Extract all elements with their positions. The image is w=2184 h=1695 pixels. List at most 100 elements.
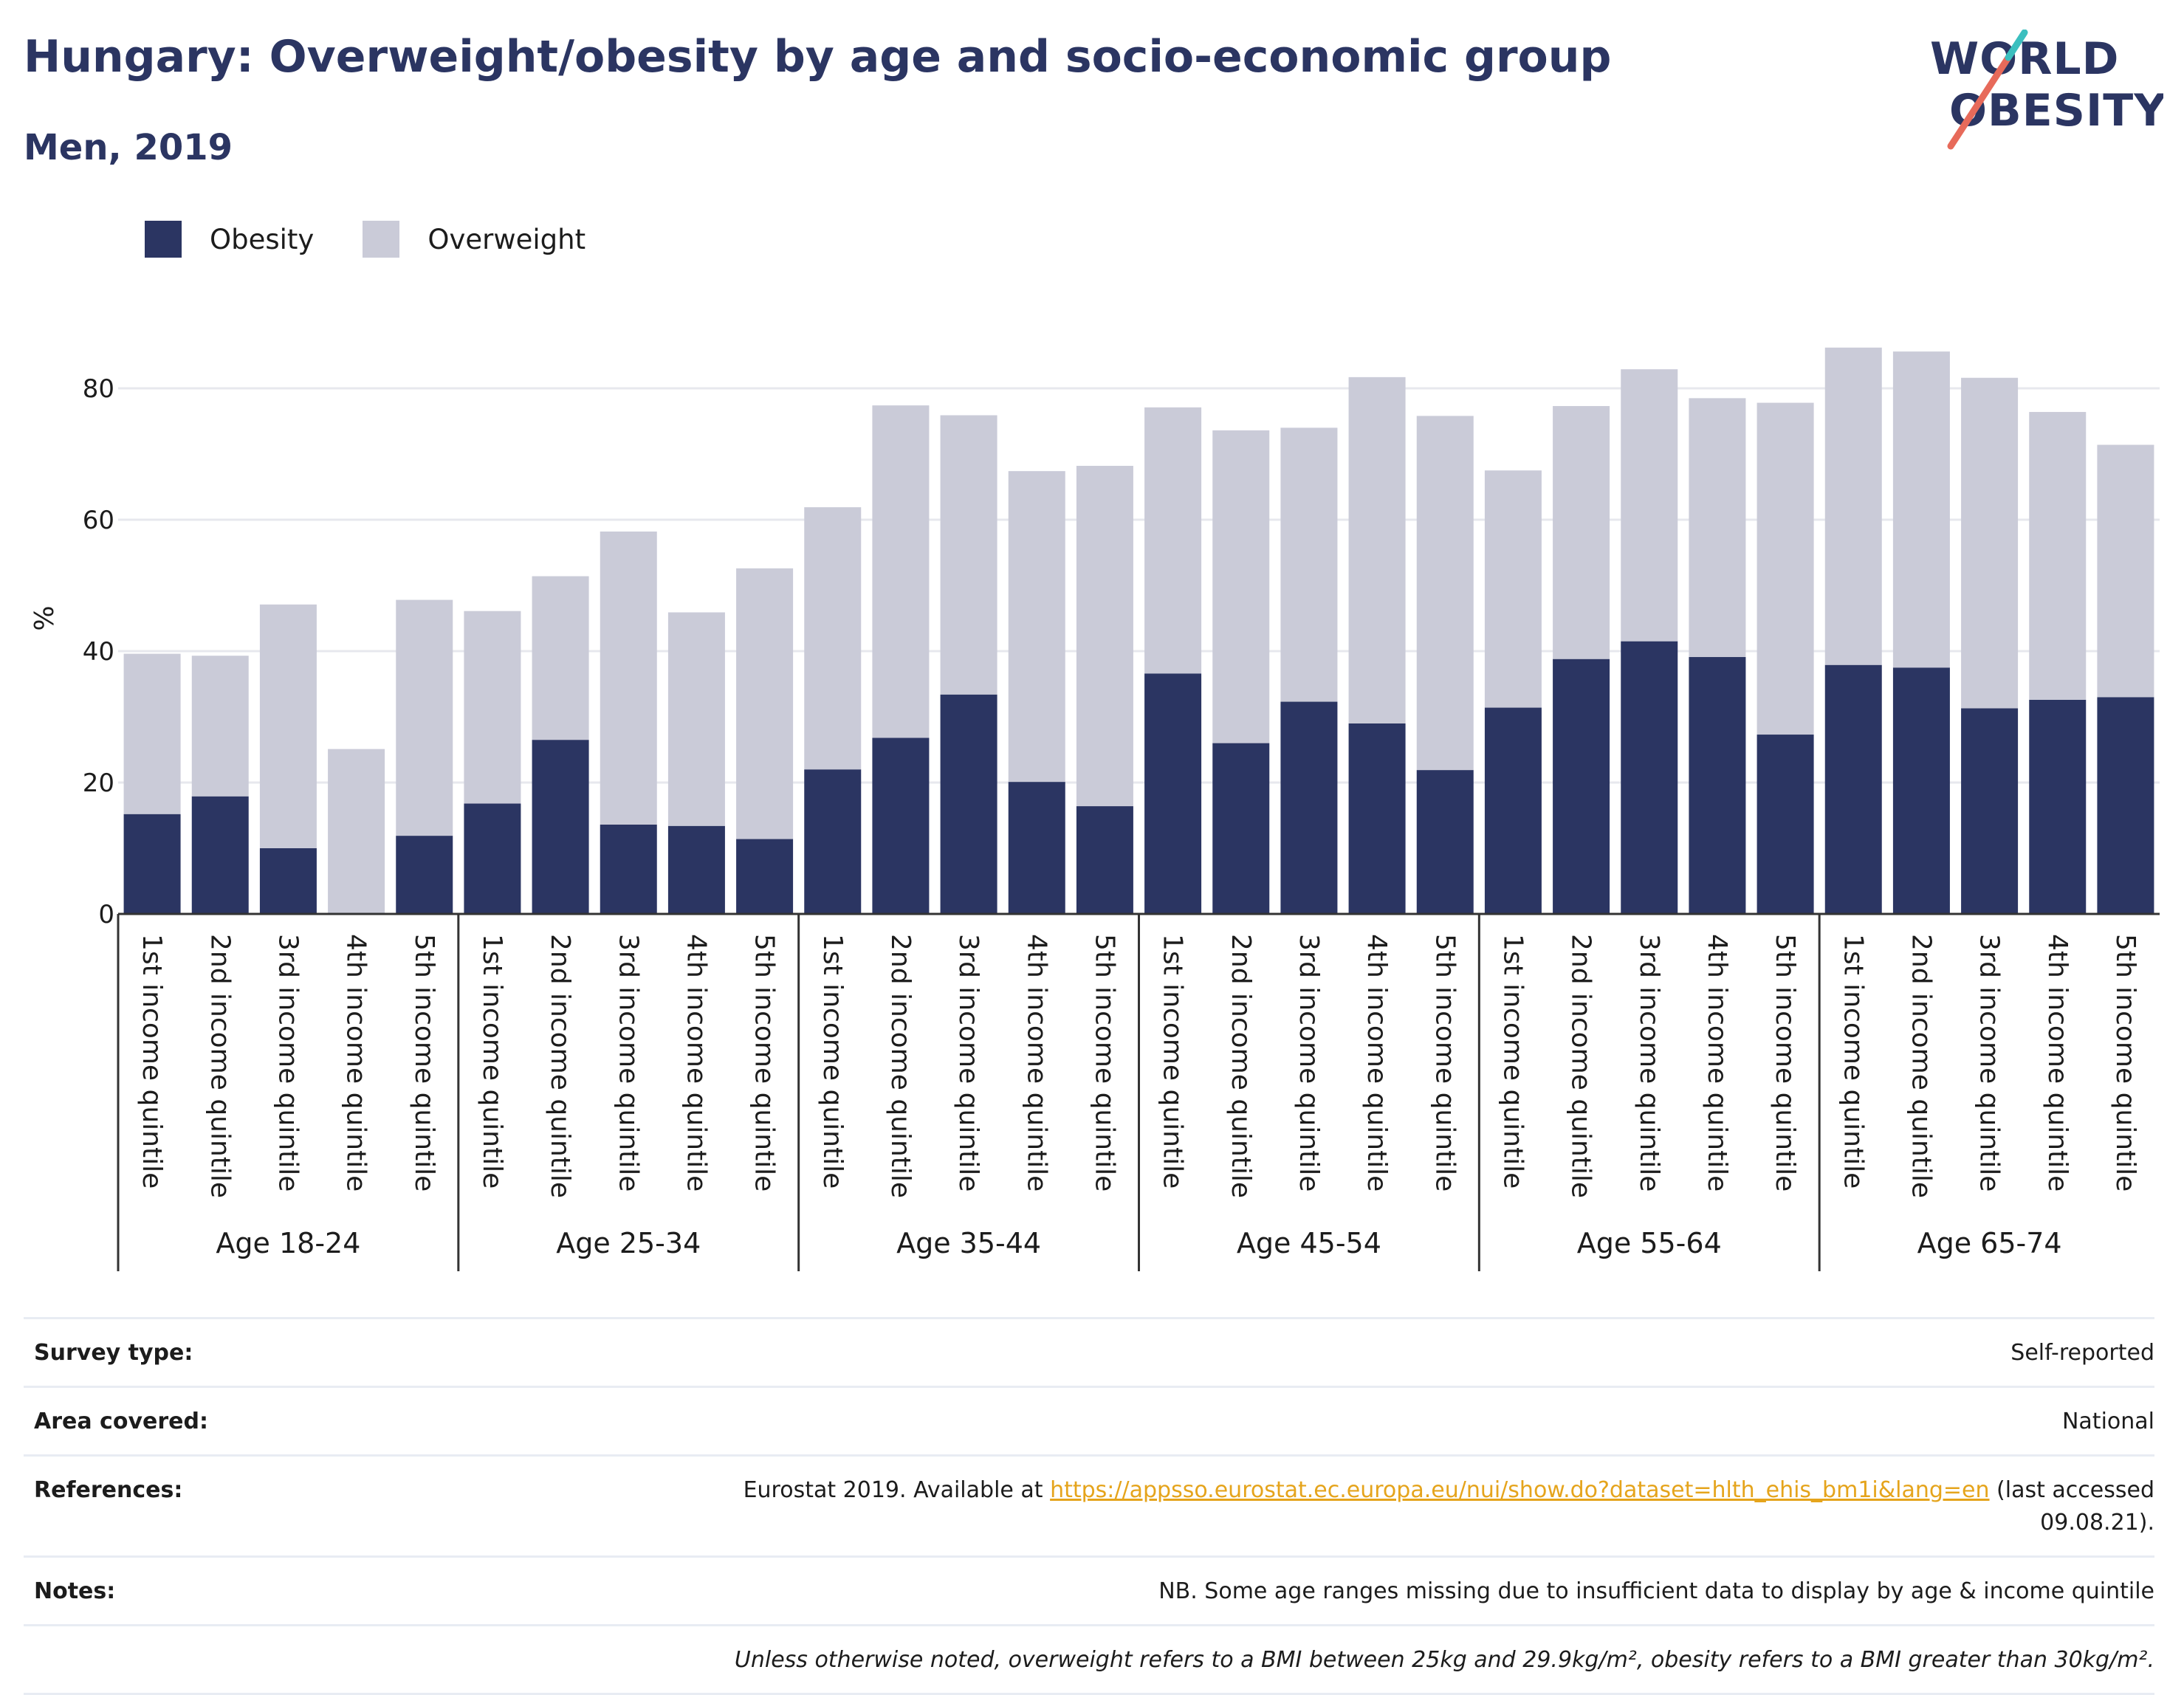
y-tick-label: 80 (83, 374, 114, 404)
bar-overweight (1348, 377, 1406, 723)
y-tick-label: 0 (98, 900, 114, 929)
bar-obesity (1892, 667, 1950, 914)
survey-type-label: Survey type: (34, 1340, 193, 1366)
chart-legend: Obesity Overweight (145, 219, 634, 260)
x-tick-label: 4th income quintile (1702, 934, 1732, 1192)
bar-overweight (1553, 406, 1610, 659)
bar-overweight (1280, 427, 1338, 702)
area-covered-value: National (2061, 1409, 2154, 1434)
area-covered-label: Area covered: (34, 1409, 208, 1434)
legend-item-obesity: Obesity (145, 221, 314, 258)
bar-overweight (804, 507, 862, 770)
bar-overweight (736, 568, 794, 839)
bar-overweight (600, 532, 657, 825)
x-tick-label: 4th income quintile (1361, 934, 1392, 1192)
logo-slash-coral (1947, 54, 2012, 150)
meta-row-footnote: Unless otherwise noted, overweight refer… (24, 1624, 2154, 1695)
legend-swatch-overweight (363, 221, 400, 258)
group-label: Age 45-54 (1237, 1227, 1381, 1259)
group-label: Age 65-74 (1917, 1227, 2062, 1259)
x-tick-label: 3rd income quintile (953, 934, 983, 1192)
bar-obesity (532, 740, 589, 914)
meta-row-notes: Notes: NB. Some age ranges missing due t… (24, 1555, 2154, 1624)
bar-obesity (2029, 699, 2087, 914)
meta-row-area: Area covered: National (24, 1386, 2154, 1454)
x-tick-label: 5th income quintile (749, 934, 780, 1192)
bar-obesity (2097, 697, 2154, 914)
x-tick-label: 3rd income quintile (272, 934, 303, 1192)
x-tick-label: 3rd income quintile (1294, 934, 1324, 1192)
bar-obesity (940, 694, 997, 914)
x-tick-label: 1st income quintile (477, 934, 507, 1189)
x-tick-label: 2nd income quintile (1226, 934, 1256, 1198)
bar-overweight (667, 612, 725, 826)
bar-obesity (259, 848, 317, 914)
bar-overweight (1824, 347, 1882, 665)
bar-overweight (328, 749, 385, 914)
bar-overweight (259, 604, 317, 848)
bar-overweight (940, 415, 997, 695)
bar-obesity (1144, 673, 1202, 914)
y-axis-label: % (30, 605, 60, 630)
bar-overweight (1008, 471, 1065, 783)
legend-label-overweight: Overweight (427, 223, 586, 255)
bar-obesity (1008, 782, 1065, 914)
x-tick-label: 3rd income quintile (1634, 934, 1664, 1192)
notes-label: Notes: (34, 1578, 116, 1604)
bar-obesity (1553, 659, 1610, 914)
x-tick-label: 5th income quintile (1089, 934, 1119, 1192)
x-tick-label: 4th income quintile (681, 934, 711, 1192)
bar-overweight (1484, 470, 1542, 708)
references-link[interactable]: https://appsso.eurostat.ec.europa.eu/nui… (1050, 1477, 1990, 1503)
bmi-footnote: Unless otherwise noted, overweight refer… (734, 1647, 2154, 1673)
x-tick-label: 2nd income quintile (885, 934, 916, 1198)
references-suffix: (last accessed 09.08.21). (1989, 1477, 2154, 1536)
bar-obesity (123, 814, 181, 914)
bar-overweight (396, 599, 453, 836)
x-tick-label: 3rd income quintile (613, 934, 643, 1192)
bar-obesity (1076, 806, 1133, 914)
y-tick-label: 60 (83, 506, 114, 535)
bar-obesity (1621, 641, 1678, 914)
notes-value: NB. Some age ranges missing due to insuf… (1158, 1578, 2154, 1604)
bar-overweight (2029, 412, 2087, 700)
x-tick-label: 5th income quintile (2110, 934, 2140, 1192)
references-label: References: (34, 1477, 183, 1503)
x-tick-label: 1st income quintile (137, 934, 167, 1189)
bar-overweight (1621, 369, 1678, 642)
x-tick-label: 1st income quintile (1497, 934, 1528, 1189)
x-tick-label: 5th income quintile (1770, 934, 1800, 1192)
x-tick-label: 5th income quintile (409, 934, 439, 1192)
group-label: Age 55-64 (1577, 1227, 1722, 1259)
bar-obesity (1416, 770, 1474, 914)
group-label: Age 25-34 (556, 1227, 701, 1259)
bar-overweight (2097, 444, 2154, 698)
bar-obesity (464, 803, 521, 914)
x-tick-label: 1st income quintile (1838, 934, 1868, 1189)
bar-overweight (123, 653, 181, 814)
chart-subtitle: Men, 2019 (24, 127, 233, 168)
bar-overweight (1689, 398, 1746, 658)
legend-swatch-obesity (145, 221, 182, 258)
x-tick-label: 1st income quintile (1158, 934, 1188, 1189)
x-tick-label: 2nd income quintile (1566, 934, 1596, 1198)
x-tick-label: 1st income quintile (817, 934, 848, 1189)
metadata-table: Survey type: Self-reported Area covered:… (24, 1317, 2154, 1695)
logo-slash-teal (2005, 30, 2028, 61)
bar-obesity (1280, 701, 1338, 914)
references-value: Eurostat 2019. Available at https://apps… (678, 1474, 2154, 1539)
logo-line1: WORLD (1930, 33, 2119, 85)
bar-obesity (1961, 708, 2019, 914)
legend-label-obesity: Obesity (210, 223, 315, 255)
bar-overweight (1144, 407, 1202, 674)
x-tick-label: 3rd income quintile (1974, 934, 2005, 1192)
bar-obesity (667, 825, 725, 914)
bar-overweight (191, 656, 249, 797)
bar-overweight (532, 576, 589, 740)
x-tick-label: 4th income quintile (1021, 934, 1051, 1192)
x-tick-label: 4th income quintile (341, 934, 371, 1192)
meta-row-survey: Survey type: Self-reported (24, 1317, 2154, 1386)
bar-overweight (872, 405, 930, 738)
bar-overweight (464, 611, 521, 804)
group-label: Age 18-24 (216, 1227, 360, 1259)
